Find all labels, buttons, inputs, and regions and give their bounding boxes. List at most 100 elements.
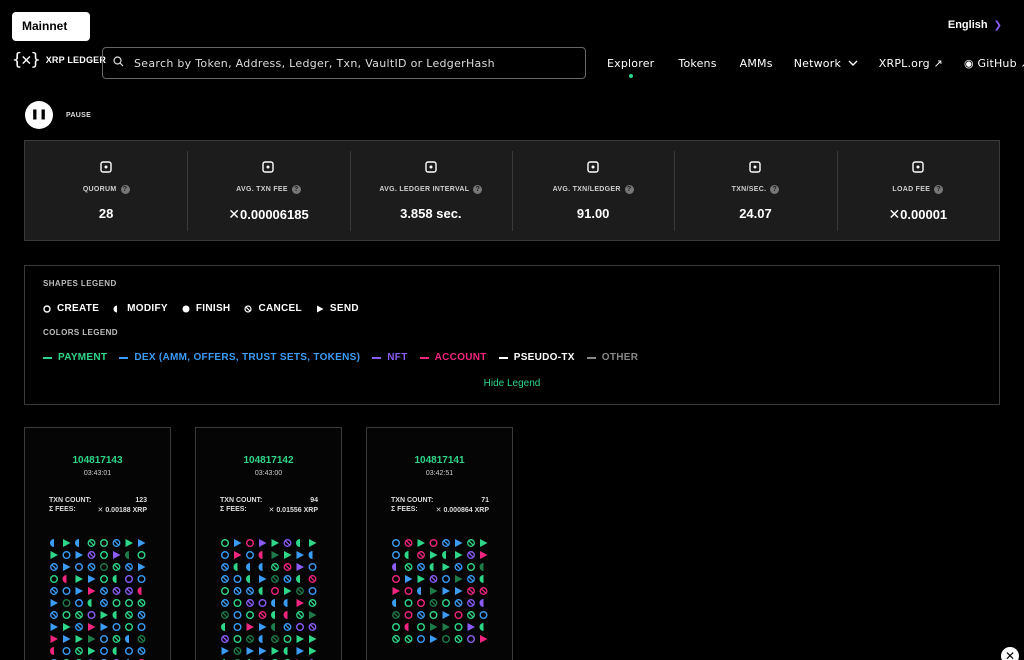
transaction-shape[interactable] — [233, 599, 242, 608]
transaction-shape[interactable] — [429, 610, 438, 619]
transaction-shape[interactable] — [271, 575, 279, 583]
help-icon[interactable]: ? — [770, 185, 780, 194]
transaction-shape[interactable] — [392, 587, 401, 595]
transaction-shape[interactable] — [137, 575, 146, 584]
transaction-shape[interactable] — [271, 587, 280, 596]
transaction-shape[interactable] — [258, 587, 263, 595]
transaction-shape[interactable] — [233, 575, 242, 584]
transaction-shape[interactable] — [296, 575, 300, 583]
transaction-shape[interactable] — [296, 563, 305, 571]
transaction-shape[interactable] — [404, 551, 409, 559]
transaction-shape[interactable] — [417, 551, 425, 559]
help-icon[interactable]: ? — [934, 185, 944, 194]
transaction-shape[interactable] — [246, 647, 255, 655]
transaction-shape[interactable] — [404, 599, 413, 608]
help-icon[interactable]: ? — [120, 185, 130, 194]
transaction-shape[interactable] — [417, 563, 425, 571]
transaction-shape[interactable] — [113, 551, 121, 559]
transaction-shape[interactable] — [88, 587, 96, 595]
transaction-shape[interactable] — [454, 622, 463, 631]
pause-button[interactable]: ❚❚ — [25, 101, 53, 129]
transaction-shape[interactable] — [246, 610, 255, 619]
transaction-shape[interactable] — [417, 634, 426, 643]
transaction-shape[interactable] — [87, 610, 96, 619]
transaction-shape[interactable] — [404, 539, 413, 547]
transaction-shape[interactable] — [112, 587, 121, 595]
transaction-shape[interactable] — [296, 539, 300, 547]
transaction-shape[interactable] — [258, 599, 267, 608]
transaction-shape[interactable] — [404, 635, 413, 643]
transaction-shape[interactable] — [125, 539, 134, 547]
transaction-shape[interactable] — [112, 563, 121, 571]
transaction-shape[interactable] — [124, 622, 133, 631]
transaction-shape[interactable] — [296, 551, 305, 559]
transaction-shape[interactable] — [138, 539, 146, 547]
ledger-card[interactable]: 104817141 03:42:51 TXN COUNT: 71 Σ FEES: ✕ 0.… — [366, 427, 513, 660]
transaction-shape[interactable] — [466, 634, 475, 643]
transaction-shape[interactable] — [429, 539, 438, 547]
transaction-shape[interactable] — [124, 646, 133, 655]
transaction-shape[interactable] — [50, 647, 54, 655]
transaction-shape[interactable] — [283, 623, 292, 631]
transaction-shape[interactable] — [137, 622, 146, 631]
transaction-shape[interactable] — [479, 587, 488, 595]
hide-legend-button[interactable]: Hide Legend — [483, 378, 541, 389]
transaction-shape[interactable] — [455, 539, 463, 547]
transaction-shape[interactable] — [138, 563, 146, 571]
transaction-shape[interactable] — [467, 599, 475, 607]
transaction-shape[interactable] — [234, 539, 242, 547]
transaction-shape[interactable] — [221, 647, 230, 655]
transaction-shape[interactable] — [271, 599, 275, 607]
transaction-shape[interactable] — [417, 539, 426, 547]
transaction-shape[interactable] — [50, 575, 58, 584]
transaction-shape[interactable] — [124, 599, 133, 608]
transaction-shape[interactable] — [50, 587, 58, 595]
transaction-shape[interactable] — [404, 610, 413, 619]
transaction-shape[interactable] — [124, 575, 133, 584]
transaction-shape[interactable] — [259, 539, 267, 547]
transaction-shape[interactable] — [258, 551, 263, 559]
transaction-shape[interactable] — [258, 635, 263, 643]
transaction-shape[interactable] — [442, 563, 451, 571]
transaction-shape[interactable] — [75, 575, 84, 583]
transaction-shape[interactable] — [258, 611, 267, 619]
transaction-shape[interactable] — [392, 611, 400, 619]
transaction-shape[interactable] — [233, 610, 242, 619]
transaction-shape[interactable] — [442, 539, 450, 547]
ledger-card[interactable]: 104817142 03:43:00 TXN COUNT: 94 Σ FEES: ✕ 0.… — [195, 427, 342, 660]
nav-amms[interactable]: AMMs — [739, 57, 773, 70]
transaction-shape[interactable] — [87, 539, 96, 547]
transaction-shape[interactable] — [429, 563, 434, 571]
transaction-shape[interactable] — [271, 563, 279, 571]
transaction-shape[interactable] — [87, 551, 96, 559]
transaction-shape[interactable] — [296, 599, 305, 607]
transaction-shape[interactable] — [75, 551, 84, 559]
transaction-shape[interactable] — [75, 599, 84, 608]
transaction-shape[interactable] — [308, 551, 313, 559]
transaction-shape[interactable] — [467, 587, 475, 595]
transaction-shape[interactable] — [454, 599, 463, 607]
transaction-shape[interactable] — [308, 587, 317, 596]
transaction-shape[interactable] — [50, 539, 54, 547]
transaction-shape[interactable] — [233, 622, 242, 631]
transaction-shape[interactable] — [296, 611, 304, 619]
transaction-shape[interactable] — [455, 587, 463, 595]
transaction-shape[interactable] — [125, 611, 133, 619]
transaction-shape[interactable] — [429, 575, 438, 583]
transaction-shape[interactable] — [62, 587, 71, 596]
transaction-shape[interactable] — [125, 587, 133, 595]
transaction-shape[interactable] — [88, 623, 96, 631]
transaction-shape[interactable] — [62, 610, 71, 619]
transaction-shape[interactable] — [404, 623, 409, 631]
transaction-shape[interactable] — [88, 647, 96, 655]
transaction-shape[interactable] — [405, 575, 413, 583]
transaction-shape[interactable] — [112, 611, 117, 619]
transaction-shape[interactable] — [112, 575, 117, 583]
help-icon[interactable]: ? — [624, 185, 634, 194]
transaction-shape[interactable] — [100, 623, 109, 631]
transaction-shape[interactable] — [392, 563, 396, 571]
transaction-shape[interactable] — [75, 539, 79, 547]
transaction-shape[interactable] — [88, 635, 96, 643]
transaction-shape[interactable] — [430, 551, 438, 559]
transaction-shape[interactable] — [100, 550, 109, 559]
